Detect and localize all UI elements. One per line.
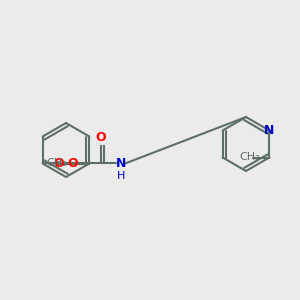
Text: H: H	[116, 171, 125, 181]
Text: CH₃: CH₃	[240, 152, 260, 163]
Text: N: N	[264, 124, 274, 137]
Text: CH₃: CH₃	[46, 158, 67, 169]
Text: O: O	[96, 131, 106, 144]
Text: O: O	[54, 157, 64, 170]
Text: O: O	[68, 157, 78, 170]
Text: N: N	[116, 157, 126, 170]
